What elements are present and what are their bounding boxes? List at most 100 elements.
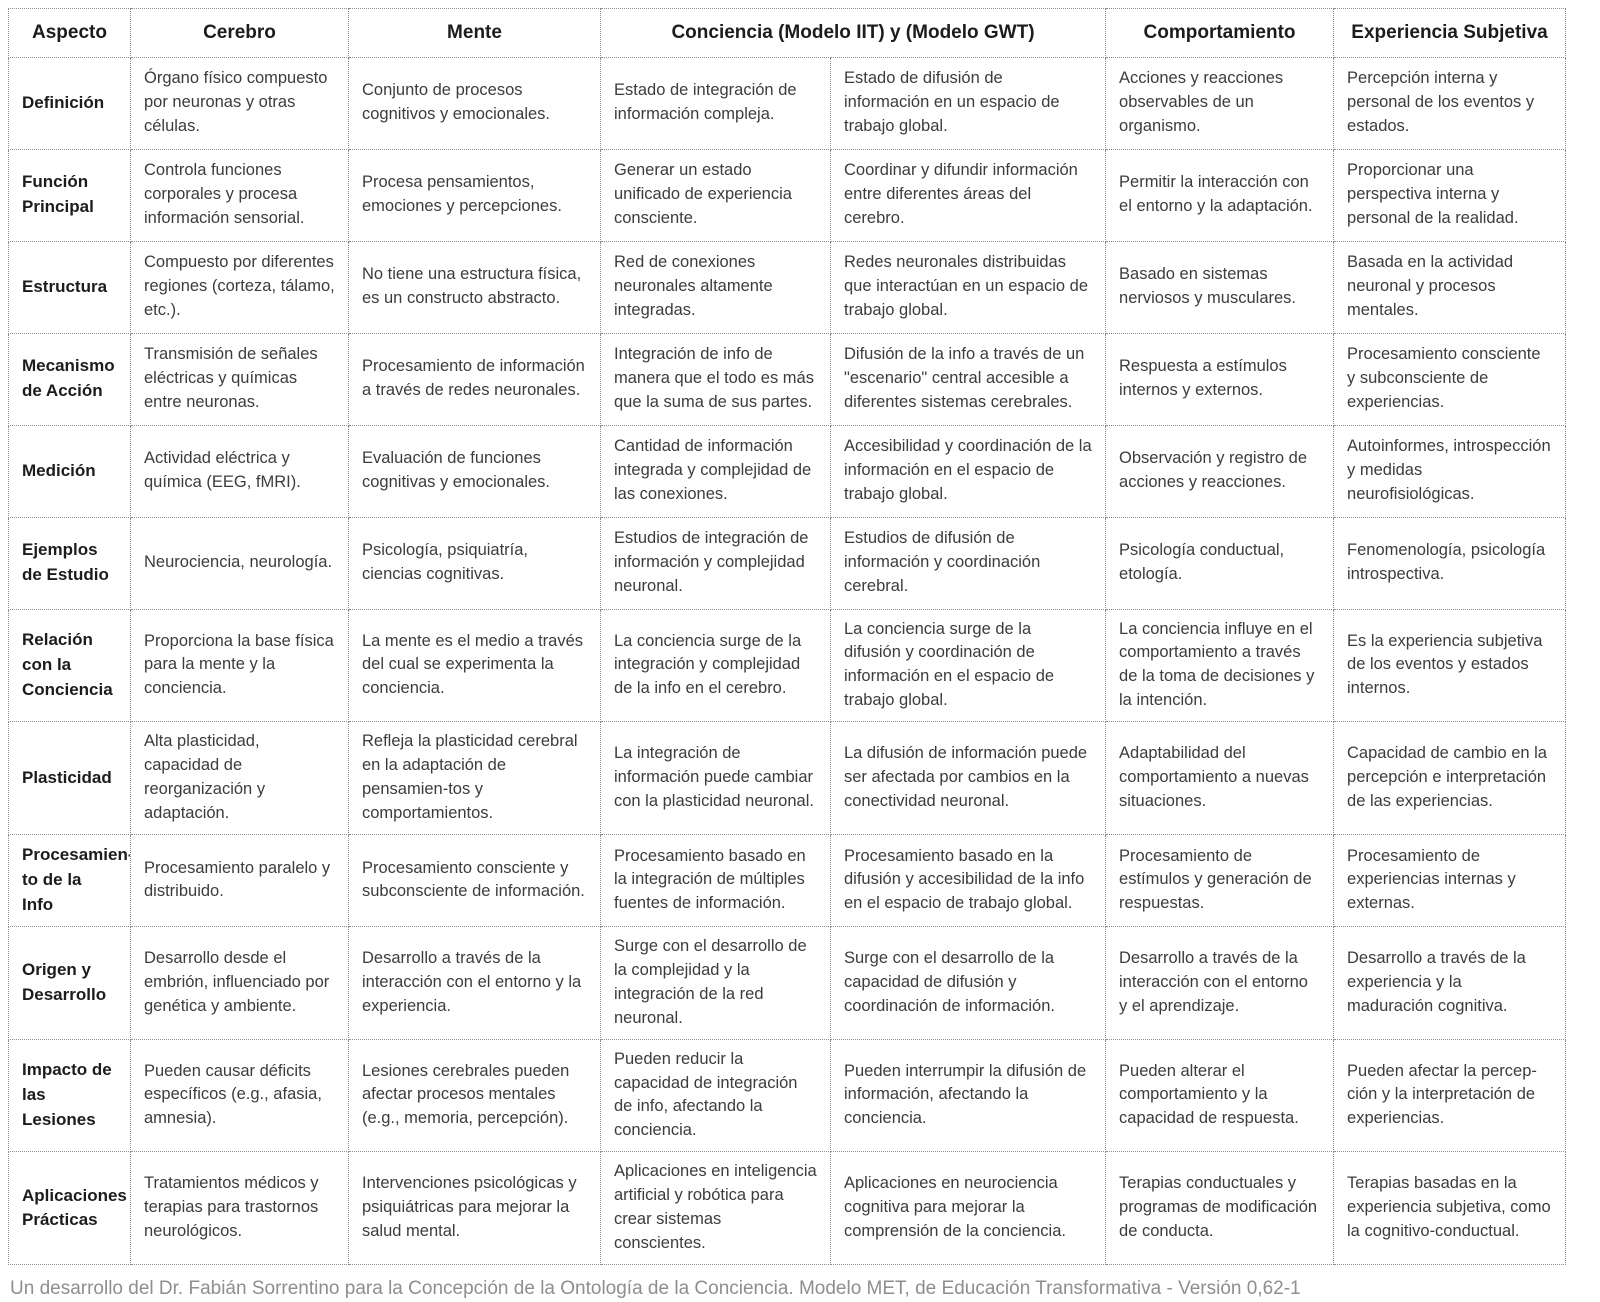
cell-cerebro: Controla funciones corporales y procesa … (130, 148, 349, 242)
comparison-table: Aspecto Cerebro Mente Conciencia (Modelo… (8, 8, 1567, 1265)
cell-gwt: Difusión de la info a través de un "esce… (829, 332, 1107, 426)
cell-experiencia: Procesamiento consciente y subconsciente… (1333, 332, 1567, 426)
row-label-aspecto: Procesamien-to de la Info (8, 833, 131, 927)
cell-comportamiento: Procesamiento de estímulos y generación … (1105, 833, 1335, 927)
row-label-aspecto: Medición (8, 424, 131, 518)
cell-experiencia: Procesamiento de experiencias internas y… (1333, 833, 1567, 927)
cell-iit: La integración de información puede camb… (600, 721, 831, 835)
cell-gwt: Coordinar y difundir información entre d… (829, 148, 1107, 242)
table-row: Función Principal Controla funciones corp… (8, 148, 1567, 242)
cell-iit: La conciencia surge de la integración y … (600, 608, 831, 723)
header-row: Aspecto Cerebro Mente Conciencia (Modelo… (8, 8, 1567, 58)
cell-iit: Cantidad de información integrada y comp… (600, 424, 831, 518)
row-label-aspecto: Impacto de las Lesiones (8, 1038, 131, 1153)
cell-gwt: Estudios de difusión de información y co… (829, 516, 1107, 610)
cell-gwt: Redes neuronales distribuidas que intera… (829, 240, 1107, 334)
table-row: Definición Órgano físico compuesto por ne… (8, 56, 1567, 150)
table-row: Estructura Compuesto por diferentes regio… (8, 240, 1567, 334)
cell-comportamiento: Respuesta a estímulos internos y externo… (1105, 332, 1335, 426)
cell-experiencia: Capacidad de cambio en la percepción e i… (1333, 721, 1567, 835)
row-label-aspecto: Aplicaciones Prácticas (8, 1151, 131, 1265)
row-label-aspecto: Estructura (8, 240, 131, 334)
cell-cerebro: Tratamientos médicos y terapias para tra… (130, 1151, 349, 1265)
cell-cerebro: Desarrollo desde el embrión, influenciad… (130, 925, 349, 1040)
column-header-comportamiento: Comportamiento (1105, 8, 1335, 58)
table-row: Impacto de las Lesiones Pueden causar déf… (8, 1038, 1567, 1153)
cell-comportamiento: Terapias conductuales y programas de mod… (1105, 1151, 1335, 1265)
cell-mente: Procesamiento de información a través de… (348, 332, 601, 426)
cell-mente: Lesiones cerebrales pueden afectar proce… (348, 1038, 601, 1153)
table-header: Aspecto Cerebro Mente Conciencia (Modelo… (8, 8, 1567, 58)
cell-mente: Refleja la plasticidad cerebral en la ad… (348, 721, 601, 835)
cell-iit: Estudios de integración de información y… (600, 516, 831, 610)
cell-cerebro: Neurociencia, neurología. (130, 516, 349, 610)
cell-experiencia: Percepción interna y personal de los eve… (1333, 56, 1567, 150)
cell-comportamiento: Desarrollo a través de la interacción co… (1105, 925, 1335, 1040)
column-header-cerebro: Cerebro (130, 8, 349, 58)
cell-cerebro: Proporciona la base física para la mente… (130, 608, 349, 723)
column-header-experiencia-subjetiva: Experiencia Subjetiva (1333, 8, 1567, 58)
cell-mente: Procesamiento consciente y subconsciente… (348, 833, 601, 927)
page: Aspecto Cerebro Mente Conciencia (Modelo… (8, 8, 1567, 1299)
row-label-aspecto: Mecanismo de Acción (8, 332, 131, 426)
footer-credit: Un desarrollo del Dr. Fabián Sorrentino … (10, 1277, 1301, 1299)
row-label-aspecto: Definición (8, 56, 131, 150)
cell-cerebro: Alta plasticidad, capacidad de reorganiz… (130, 721, 349, 835)
cell-iit: Aplicaciones en inteligencia artificial … (600, 1151, 831, 1265)
cell-cerebro: Pueden causar déficits específicos (e.g.… (130, 1038, 349, 1153)
cell-gwt: Pueden interrumpir la difusión de inform… (829, 1038, 1107, 1153)
cell-cerebro: Actividad eléctrica y química (EEG, fMRI… (130, 424, 349, 518)
cell-iit: Procesamiento basado en la integración d… (600, 833, 831, 927)
cell-experiencia: Autoinformes, introspección y medidas ne… (1333, 424, 1567, 518)
cell-experiencia: Desarrollo a través de la experiencia y … (1333, 925, 1567, 1040)
cell-mente: Evaluación de funciones cognitivas y emo… (348, 424, 601, 518)
row-label-aspecto: Relación con la Conciencia (8, 608, 131, 723)
cell-iit: Pueden reducir la capacidad de integraci… (600, 1038, 831, 1153)
cell-mente: La mente es el medio a través del cual s… (348, 608, 601, 723)
cell-mente: Intervenciones psicológicas y psiquiátri… (348, 1151, 601, 1265)
cell-comportamiento: Observación y registro de acciones y rea… (1105, 424, 1335, 518)
cell-gwt: Estado de difusión de información en un … (829, 56, 1107, 150)
table-row: Plasticidad Alta plasticidad, capacidad d… (8, 721, 1567, 835)
cell-mente: Desarrollo a través de la interacción co… (348, 925, 601, 1040)
cell-gwt: Aplicaciones en neurociencia cognitiva p… (829, 1151, 1107, 1265)
cell-iit: Generar un estado unificado de experienc… (600, 148, 831, 242)
cell-comportamiento: Permitir la interacción con el entorno y… (1105, 148, 1335, 242)
cell-experiencia: Fenomenología, psicología introspectiva. (1333, 516, 1567, 610)
cell-iit: Integración de info de manera que el tod… (600, 332, 831, 426)
cell-mente: Procesa pensamientos, emociones y percep… (348, 148, 601, 242)
table-body: Definición Órgano físico compuesto por ne… (8, 56, 1567, 1265)
row-label-aspecto: Origen y Desarrollo (8, 925, 131, 1040)
column-header-conciencia: Conciencia (Modelo IIT) y (Modelo GWT) (599, 8, 1107, 58)
table-row: Mecanismo de Acción Transmisión de señale… (8, 332, 1567, 426)
table-row: Origen y Desarrollo Desarrollo desde el e… (8, 925, 1567, 1040)
column-header-mente: Mente (348, 8, 601, 58)
cell-cerebro: Compuesto por diferentes regiones (corte… (130, 240, 349, 334)
cell-iit: Estado de integración de información com… (600, 56, 831, 150)
cell-cerebro: Órgano físico compuesto por neuronas y o… (130, 56, 349, 150)
table-row: Procesamien-to de la Info Procesamiento p… (8, 833, 1567, 927)
cell-iit: Red de conexiones neuronales altamente i… (600, 240, 831, 334)
cell-experiencia: Pueden afectar la percep-ción y la inter… (1333, 1038, 1567, 1153)
column-header-aspecto: Aspecto (8, 8, 131, 58)
row-label-aspecto: Plasticidad (8, 721, 131, 835)
cell-iit: Surge con el desarrollo de la complejida… (600, 925, 831, 1040)
cell-experiencia: Terapias basadas en la experiencia subje… (1333, 1151, 1567, 1265)
cell-comportamiento: Acciones y reacciones observables de un … (1105, 56, 1335, 150)
row-label-aspecto: Función Principal (8, 148, 131, 242)
cell-comportamiento: Pueden alterar el comportamiento y la ca… (1105, 1038, 1335, 1153)
cell-comportamiento: La conciencia influye en el comportamien… (1105, 608, 1335, 723)
cell-cerebro: Transmisión de señales eléctricas y quím… (130, 332, 349, 426)
cell-comportamiento: Basado en sistemas nerviosos y musculare… (1105, 240, 1335, 334)
cell-mente: No tiene una estructura física, es un co… (348, 240, 601, 334)
row-label-aspecto: Ejemplos de Estudio (8, 516, 131, 610)
table-row: Ejemplos de Estudio Neurociencia, neurolo… (8, 516, 1567, 610)
cell-experiencia: Es la experiencia subjetiva de los event… (1333, 608, 1567, 723)
cell-gwt: La difusión de información puede ser afe… (829, 721, 1107, 835)
table-row: Medición Actividad eléctrica y química (E… (8, 424, 1567, 518)
cell-experiencia: Proporcionar una perspectiva interna y p… (1333, 148, 1567, 242)
cell-comportamiento: Adaptabilidad del comportamiento a nueva… (1105, 721, 1335, 835)
cell-gwt: Surge con el desarrollo de la capacidad … (829, 925, 1107, 1040)
table-row: Aplicaciones Prácticas Tratamientos médic… (8, 1151, 1567, 1265)
cell-cerebro: Procesamiento paralelo y distribuido. (130, 833, 349, 927)
